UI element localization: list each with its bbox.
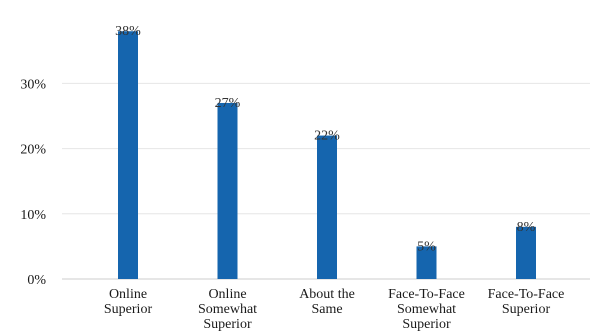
category-label-line: Somewhat xyxy=(397,302,456,317)
bars xyxy=(118,31,536,280)
bar xyxy=(118,31,138,279)
category-label-line: About the xyxy=(299,287,355,302)
data-label: 22% xyxy=(314,129,340,144)
category-label-line: Face-To-Face xyxy=(488,287,565,302)
bar xyxy=(516,226,536,279)
category-label-line: Somewhat xyxy=(198,302,257,317)
data-labels: 38% 27% 22% 5% 8% xyxy=(115,24,536,254)
data-label: 38% xyxy=(115,24,141,39)
category-label-line: Superior xyxy=(402,317,451,332)
category-label: Online Superior xyxy=(104,287,153,317)
category-label-line: Superior xyxy=(203,317,252,332)
y-tick-label: 20% xyxy=(20,143,46,158)
data-label: 8% xyxy=(517,220,536,235)
category-label: Online Somewhat Superior xyxy=(198,287,257,332)
category-label-line: Face-To-Face xyxy=(388,287,465,302)
category-label-line: Same xyxy=(311,302,342,317)
category-label-line: Online xyxy=(208,287,246,302)
bar xyxy=(416,246,437,279)
y-tick-label: 10% xyxy=(20,208,46,223)
data-label: 5% xyxy=(417,239,436,254)
category-label: Face-To-Face Somewhat Superior xyxy=(388,287,465,332)
category-label: About the Same xyxy=(299,287,355,317)
bar xyxy=(317,135,337,279)
data-label: 27% xyxy=(215,96,241,111)
y-tick-label: 30% xyxy=(20,77,46,92)
bar xyxy=(217,102,238,280)
category-label-line: Superior xyxy=(502,302,551,317)
category-label: Face-To-Face Superior xyxy=(488,287,565,317)
category-label-line: Online xyxy=(109,287,147,302)
y-axis-tick-labels: 0% 10% 20% 30% xyxy=(20,77,46,288)
y-tick-label: 0% xyxy=(27,273,46,288)
category-label-line: Superior xyxy=(104,302,153,317)
